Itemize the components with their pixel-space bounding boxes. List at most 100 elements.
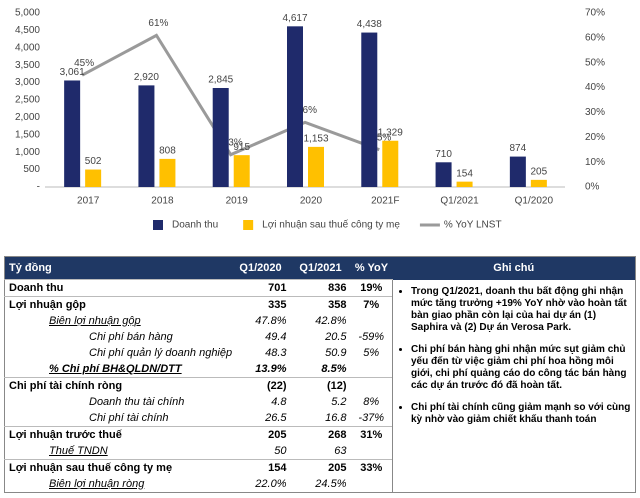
cell-text: Chi phí tài chính [89,411,169,424]
x-tick-label: 2019 [226,196,249,207]
cell-text: -37% [358,411,385,424]
bar [456,181,473,187]
y-tick-label: 3,000 [15,77,40,88]
cell-text: Doanh thu tài chính [89,395,185,408]
bar-label: 205 [531,167,548,178]
table-row: Doanh thu 701 836 19% Trong Q1/2021, doanh t… [4,279,636,493]
table-cell: 836 [290,279,351,297]
cell-text: 26.5 [265,411,287,424]
notes-cell: Trong Q1/2021, doanh thu bất động ghi nh… [392,279,636,493]
bar [509,156,526,187]
x-tick-label: Q1/2021 [440,196,479,207]
bar [530,179,547,187]
cell-text: 5.2 [331,395,347,408]
table-row: Lợi nhuận trước thuế 205 268 31% [4,426,636,443]
table-cell: 19% [350,279,393,297]
header-cell: Q1/2020 [230,256,291,280]
y2-tick-label: 20% [585,132,605,143]
table-cell: Lợi nhuận trước thuế [4,426,231,443]
y-tick-label: 3,500 [15,60,40,71]
cell-text: 5% [363,346,380,359]
line-series [81,33,380,157]
y2-tick-label: 10% [585,157,605,168]
bar [138,85,155,187]
table-row: Chi phí quản lý doanh nghiệp 48.3 50.9 5% [5,345,636,361]
table-cell: 7% [350,296,393,313]
table-cell: Biên lợi nhuận gộp [5,313,231,329]
bar-label: 1,153 [303,134,328,145]
y-tick-label: 1,500 [15,129,40,140]
legend-label: Doanh thu [172,220,218,231]
cell-text: 33% [360,461,383,474]
bar [287,26,303,187]
cell-text: 24.5% [315,477,347,490]
cell-text: Tỷ đồng [9,261,52,274]
line-label: 15% [371,132,391,143]
cell-text: 63 [334,444,347,457]
legend-label: % YoY LNST [444,220,502,231]
line-label: 13% [223,137,243,148]
table-row: Lợi nhuận sau thuế công ty mẹ 154 205 33% [4,459,636,476]
x-tick-label: Q1/2020 [515,196,554,207]
cell-text: 701 [268,281,287,294]
cell-text: Chi phí bán hàng [89,330,173,343]
line-label: 26% [297,105,317,116]
bar [159,158,176,187]
cell-text: 42.8% [315,314,347,327]
bar-label: 4,438 [357,19,382,30]
table-cell: 42.8% [291,313,351,329]
table-cell: 8.5% [291,361,351,378]
legend-label: Lợi nhuận sau thuế công ty mẹ [262,219,400,231]
table-row: Biên lợi nhuận ròng 22.0% 24.5% [5,476,636,493]
note: Chi phí bán hàng ghi nhận mức sụt giảm c… [411,344,631,392]
cell-text: (12) [326,379,347,392]
bar-label: 3,061 [60,67,85,78]
cell-text: 335 [268,298,287,311]
cell-text: Doanh thu [9,281,64,294]
cell-text: Lợi nhuận trước thuế [9,428,122,441]
table-cell: 205 [290,459,351,476]
table-cell: Doanh thu tài chính [5,394,231,410]
table-cell: 701 [230,279,291,297]
table-row: Doanh thu tài chính 4.8 5.2 8% [5,394,636,410]
cell-text: Biên lợi nhuận ròng [49,477,145,490]
bar-label: 1,329 [378,127,403,138]
bar-label: 2,845 [208,75,233,86]
y-tick-label: 1,000 [15,147,40,158]
table-cell: 16.8 [291,410,351,427]
table-cell: -59% [351,329,393,345]
table-cell: Biên lợi nhuận ròng [5,476,231,493]
cell-text: Thuế TNDN [49,444,108,457]
cell-text: -59% [358,330,385,343]
header-cell: % YoY [350,256,393,280]
cell-text: 48.3 [265,346,287,359]
table-cell: 22.0% [231,476,291,493]
y-tick-label: - [37,182,40,193]
cell-text: 8% [363,395,380,408]
header-cell: Q1/2021 [290,256,351,280]
cell-text: 7% [363,298,380,311]
line-label: 61% [148,18,168,29]
y-tick-label: 500 [23,164,40,175]
x-tick-label: 2020 [300,196,323,207]
bar [212,87,229,187]
bar [382,140,399,187]
table-cell: (12) [290,377,351,394]
note: Chi phí tài chính cũng giảm mạnh so với … [411,402,631,426]
y-tick-label: 4,500 [15,25,40,36]
cell-text: 268 [328,428,347,441]
table-cell: 63 [291,443,351,460]
table-cell: 47.8% [231,313,291,329]
table-cell: 205 [230,426,291,443]
cell-text: 13.9% [255,362,287,375]
bar [233,155,250,187]
table-cell: 8% [351,394,393,410]
cell-text: Q1/2020 [239,261,282,274]
table-cell: 49.4 [231,329,291,345]
table-cell: 48.3 [231,345,291,361]
table-cell: -37% [351,410,393,427]
table-cell: Chi phí tài chính ròng [4,377,231,394]
bar-label: 154 [456,168,473,179]
bar-label: 808 [159,146,176,157]
